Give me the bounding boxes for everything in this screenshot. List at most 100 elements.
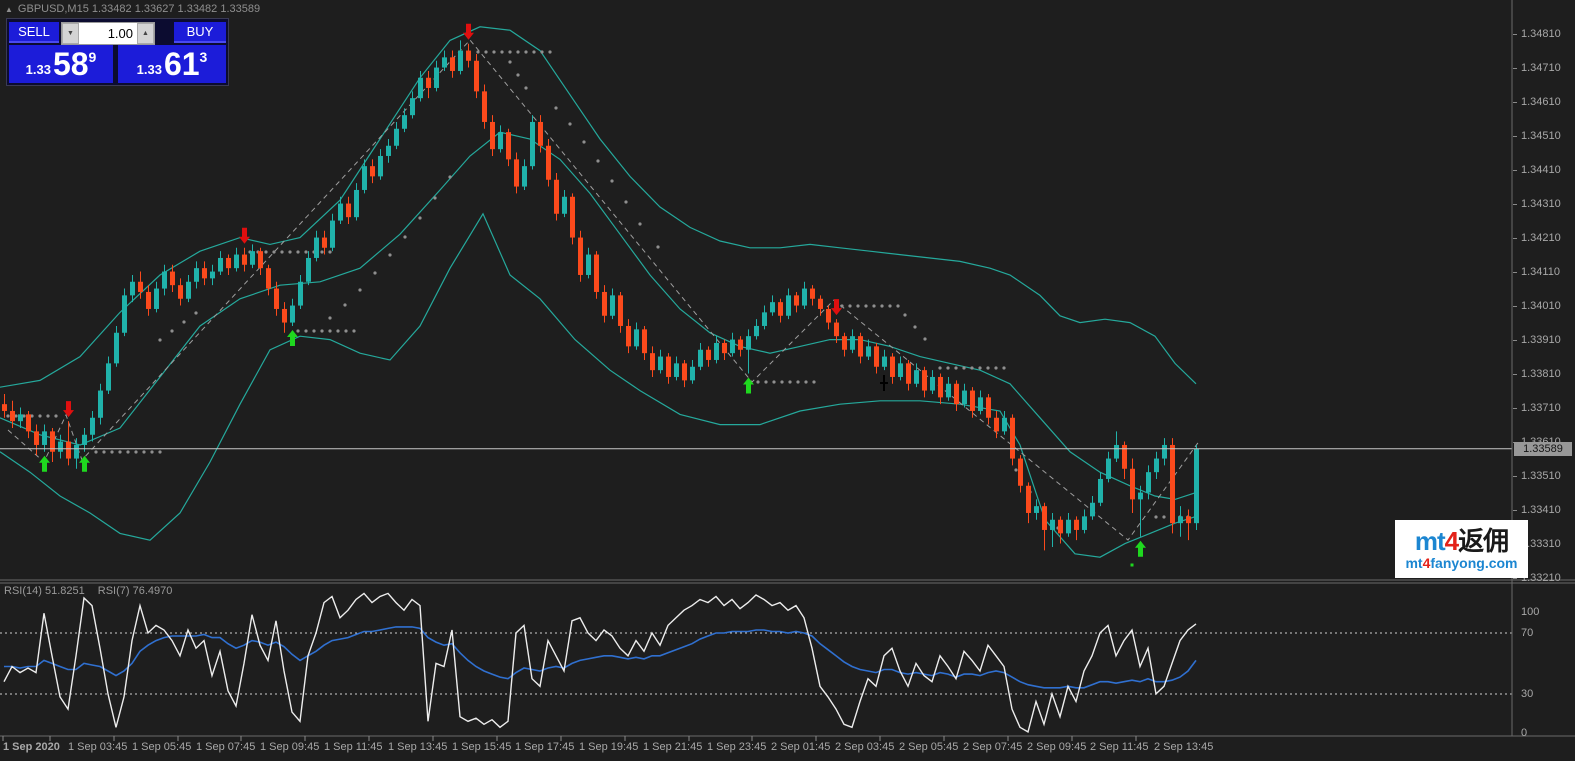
sar-dot — [194, 311, 198, 315]
sar-dot — [840, 304, 844, 308]
candle-body — [354, 189, 359, 218]
candle-body — [434, 67, 439, 88]
candle-body — [362, 166, 367, 190]
candle-body — [994, 417, 999, 432]
buy-price-big: 61 — [163, 46, 200, 82]
candle-body — [602, 291, 607, 316]
sell-price-display[interactable]: 1.33 58 9 — [9, 45, 113, 83]
rsi7-value-label: RSI(7) 76.4970 — [97, 585, 173, 597]
rsi-scale-label: 100 — [1521, 606, 1540, 618]
sar-dot — [780, 380, 784, 384]
candle-body — [954, 383, 959, 405]
candle-body — [146, 291, 151, 309]
time-scale-label: 1 Sep 09:45 — [260, 741, 320, 753]
candle-body — [458, 50, 463, 71]
buy-button[interactable]: BUY — [174, 22, 226, 43]
candle-body — [610, 295, 615, 316]
candle-body — [1114, 444, 1119, 459]
time-scale-label: 2 Sep 07:45 — [963, 741, 1023, 753]
candle-body — [2, 404, 7, 411]
sar-dot — [433, 196, 437, 200]
buy-price-display[interactable]: 1.33 61 3 — [118, 45, 226, 83]
sar-dot — [14, 414, 18, 418]
one-click-trade-panel: SELL ▼ 1.00 ▲ BUY 1.33 58 9 1.33 61 3 — [6, 18, 229, 86]
sar-dot — [142, 450, 146, 454]
wm-4: 4 — [1444, 526, 1460, 556]
sar-dot — [554, 106, 558, 110]
sar-dot — [476, 50, 480, 54]
candle-body — [42, 431, 47, 445]
sar-dot — [288, 250, 292, 254]
rsi-scale-label: 70 — [1521, 627, 1534, 639]
sar-dot — [118, 450, 122, 454]
collapse-triangle-icon[interactable]: ▲ — [5, 4, 13, 14]
sell-button[interactable]: SELL — [9, 22, 59, 43]
bollinger-lower-band — [0, 212, 1197, 558]
sar-dot — [304, 329, 308, 333]
candle-body — [402, 115, 407, 129]
candle-body — [1154, 458, 1159, 473]
sar-dot — [94, 450, 98, 454]
candle-body — [850, 336, 855, 350]
volume-decrease-icon[interactable]: ▼ — [62, 23, 79, 44]
buy-price-sup: 3 — [199, 49, 208, 65]
price-scale-label: 1.34310 — [1521, 197, 1561, 210]
candle-body — [1130, 468, 1135, 500]
candle-body — [554, 179, 559, 214]
sar-dot — [182, 320, 186, 324]
candle-body — [194, 268, 199, 282]
wm-site-rest: fanyong.com — [1430, 555, 1518, 571]
price-scale-label: 1.33310 — [1521, 537, 1561, 550]
sar-dot — [864, 304, 868, 308]
candle-body — [642, 329, 647, 354]
candle-body — [386, 145, 391, 156]
sar-dot — [756, 380, 760, 384]
candle-body — [290, 305, 295, 323]
volume-input[interactable]: 1.00 — [79, 23, 137, 44]
candle-body — [866, 346, 871, 357]
sar-dot — [358, 288, 362, 292]
sar-dot — [508, 50, 512, 54]
candle-body — [1026, 485, 1031, 513]
candle-body — [1018, 458, 1023, 486]
time-scale-label: 1 Sep 13:45 — [388, 741, 448, 753]
price-scale-label: 1.34810 — [1521, 27, 1561, 40]
candle-body — [482, 91, 487, 122]
sar-dot — [524, 50, 528, 54]
candle-body — [506, 132, 511, 160]
sar-dot — [796, 380, 800, 384]
candle-body — [538, 121, 543, 146]
candle-body — [978, 397, 983, 411]
sar-dot — [978, 366, 982, 370]
sar-dot — [568, 122, 572, 126]
candle-body — [474, 60, 479, 92]
candle-body — [858, 336, 863, 357]
sar-dot — [492, 50, 496, 54]
sar-dot — [272, 250, 276, 254]
candle-body — [898, 363, 903, 377]
candle-body — [338, 203, 343, 221]
price-tick — [1513, 271, 1517, 273]
candle-body — [106, 363, 111, 391]
sell-signal-arrow-icon — [831, 299, 842, 316]
rsi-scale-label: 30 — [1521, 688, 1534, 700]
candle-body — [890, 356, 895, 377]
sar-dot — [923, 337, 927, 341]
rsi14-value-label: RSI(14) 51.8251 — [4, 585, 85, 597]
candle-body — [930, 376, 935, 391]
sar-dot — [516, 50, 520, 54]
time-scale-label: 1 Sep 23:45 — [707, 741, 767, 753]
price-tick — [1513, 407, 1517, 409]
volume-increase-icon[interactable]: ▲ — [137, 23, 154, 44]
candle-body — [242, 254, 247, 265]
sar-dot — [312, 329, 316, 333]
price-tick — [1513, 509, 1517, 511]
sar-dot — [448, 175, 452, 179]
candle-body — [802, 288, 807, 306]
price-scale-label: 1.33210 — [1521, 571, 1561, 584]
sar-dot — [582, 140, 586, 144]
watermark-logo-text: mt4返佣 — [1415, 526, 1509, 556]
candle-body — [562, 196, 567, 214]
candle-body — [674, 363, 679, 377]
